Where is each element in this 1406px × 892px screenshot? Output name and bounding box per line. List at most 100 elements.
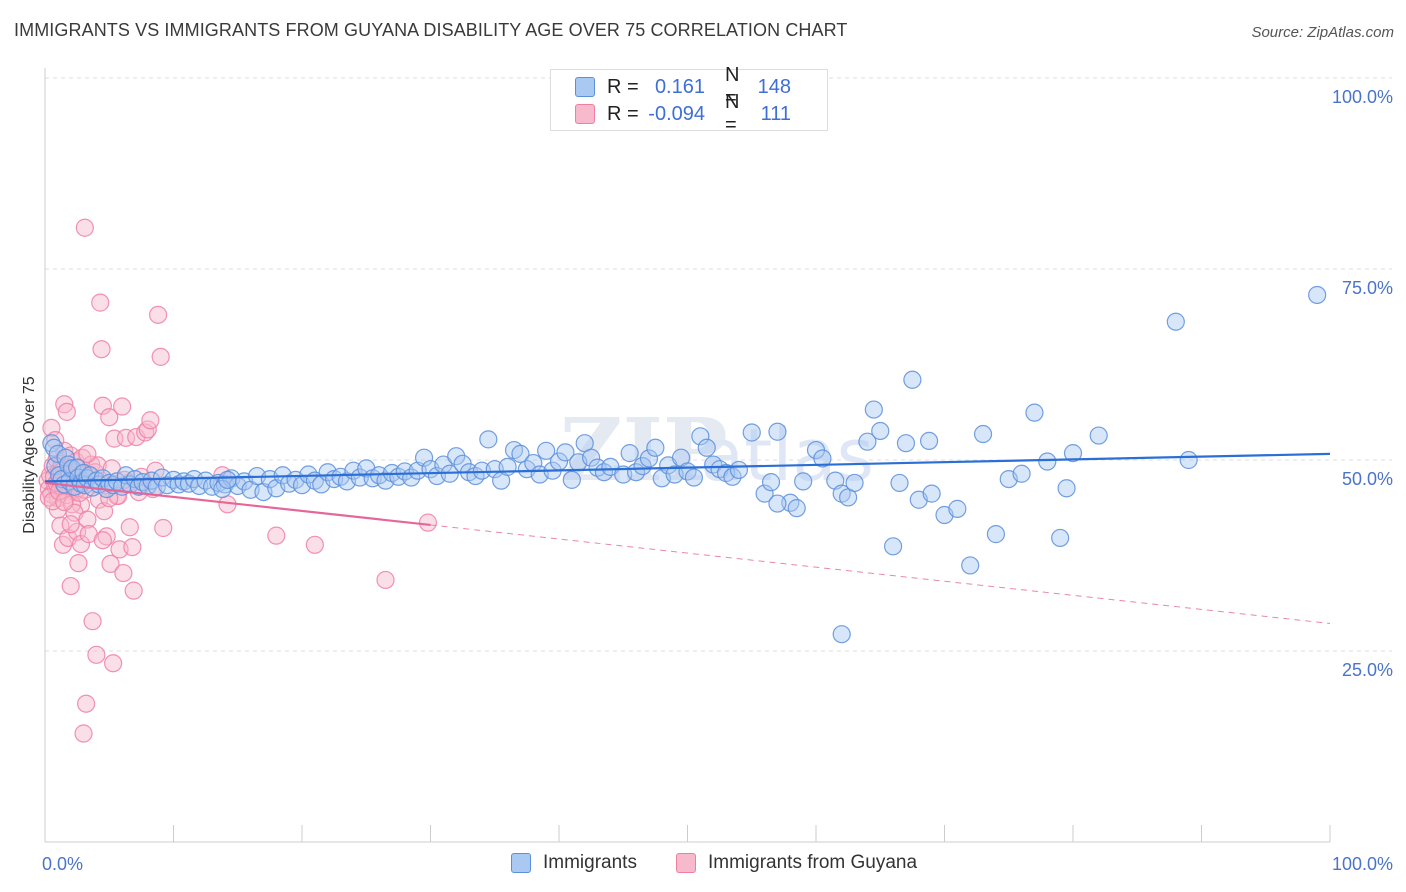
- guyana-point: [418, 513, 438, 532]
- immigrants-point: [896, 434, 916, 453]
- guyana-point: [78, 510, 97, 529]
- n-label: N =: [725, 91, 740, 136]
- immigrants-point: [1089, 426, 1108, 445]
- guyana-point: [77, 694, 96, 713]
- immigrants-point: [723, 467, 742, 486]
- guyana-point: [104, 654, 123, 673]
- guyana-point: [78, 444, 97, 463]
- immigrants-point: [768, 422, 787, 441]
- guyana-point: [148, 305, 168, 324]
- immigrants-point: [1063, 444, 1083, 463]
- legend-item-immigrants[interactable]: Immigrants: [511, 852, 637, 874]
- watermark-atlas-text: atlas: [700, 413, 874, 497]
- guyana-point: [83, 612, 102, 631]
- guyana-point: [100, 408, 119, 427]
- r-label: R =: [607, 102, 639, 125]
- immigrants-point: [498, 457, 517, 476]
- immigrants-point: [350, 468, 369, 487]
- immigrants-point: [961, 556, 980, 575]
- legend-row-guyana: R = -0.094 N = 111: [575, 91, 791, 136]
- guyana-point: [124, 581, 143, 600]
- guyana-point: [92, 340, 111, 359]
- guyana-point: [141, 411, 160, 430]
- guyana-point: [114, 563, 133, 583]
- immigrants-point: [582, 448, 601, 467]
- immigrants-point: [919, 431, 939, 450]
- guyana-point: [61, 515, 80, 534]
- immigrants-point: [890, 473, 909, 493]
- immigrants-point: [986, 525, 1006, 544]
- guyana-point: [101, 554, 120, 574]
- y-tick-label: 100.0%: [1332, 87, 1393, 107]
- guyana-point: [71, 534, 91, 554]
- n-value: 148: [757, 75, 791, 98]
- immigrants-point: [1025, 403, 1044, 422]
- immigrants-point: [871, 421, 890, 441]
- immigrants-point: [768, 494, 787, 513]
- immigrants-point: [948, 499, 967, 518]
- immigrants-point: [742, 423, 761, 442]
- immigrants-point: [794, 472, 813, 491]
- guyana-point: [93, 396, 112, 415]
- legend-item-label: Immigrants from Guyana: [708, 852, 918, 873]
- immigrants-point: [883, 537, 903, 556]
- guyana-point: [151, 347, 170, 366]
- legend-row-immigrants: R = 0.161 N = 148: [575, 64, 791, 109]
- n-value: 111: [760, 102, 791, 125]
- guyana-point: [91, 293, 110, 312]
- x-tick-label: 0.0%: [42, 854, 83, 874]
- legend-item-guyana[interactable]: Immigrants from Guyana: [676, 852, 917, 874]
- immigrants-point: [479, 430, 498, 449]
- immigrants-point: [922, 484, 941, 503]
- immigrants-point: [511, 444, 530, 463]
- immigrants-point: [973, 424, 993, 444]
- y-tick-label: 25.0%: [1342, 660, 1393, 680]
- r-label: R =: [607, 75, 639, 98]
- immigrants-point: [858, 432, 877, 451]
- immigrants-point: [761, 473, 781, 492]
- immigrants-trend-line: [44, 452, 1331, 483]
- y-tick-label: 75.0%: [1342, 278, 1393, 298]
- immigrants-point: [684, 468, 704, 487]
- immigrants-point: [1057, 479, 1076, 498]
- guyana-point: [376, 570, 395, 590]
- guyana-point: [116, 428, 136, 447]
- trend-lines: [44, 452, 1331, 624]
- series-legend: Immigrants Immigrants from Guyana: [0, 852, 1406, 878]
- guyana-trend-extension: [430, 524, 1331, 624]
- guyana-point: [74, 724, 93, 743]
- immigrants-point: [447, 447, 466, 466]
- immigrants-point: [1308, 285, 1327, 305]
- r-value: 0.161: [654, 75, 705, 98]
- immigrants-point: [414, 448, 434, 467]
- x-tick-label: 100.0%: [1332, 854, 1393, 874]
- immigrants-point: [213, 479, 232, 499]
- guyana-point: [93, 531, 112, 550]
- guyana-point: [305, 535, 324, 554]
- guyana-point: [120, 518, 139, 537]
- immigrants-point: [1051, 528, 1070, 548]
- immigrants-point: [864, 400, 883, 419]
- guyana-point: [55, 492, 74, 512]
- immigrants-point: [218, 470, 237, 489]
- immigrants-point: [903, 370, 922, 389]
- guyana-trend-line: [44, 481, 431, 527]
- immigrants-point: [646, 438, 665, 457]
- immigrants-swatch: [575, 77, 595, 97]
- immigrants-point: [813, 449, 832, 468]
- immigrants-point: [845, 473, 864, 493]
- legend-item-label: Immigrants: [543, 852, 637, 873]
- y-axis-label: Disability Age Over 75: [21, 376, 38, 534]
- immigrants-point: [729, 460, 749, 480]
- immigrants-swatch: [511, 853, 531, 873]
- immigrants-point: [537, 441, 556, 460]
- y-tick-label: 50.0%: [1342, 469, 1393, 489]
- guyana-swatch: [676, 853, 696, 873]
- guyana-point: [154, 518, 173, 538]
- tick-labels: 100.0% 75.0% 50.0% 25.0% 0.0% 100.0%: [42, 87, 1393, 874]
- immigrants-point: [1012, 464, 1031, 483]
- guyana-point: [87, 645, 106, 664]
- guyana-point: [267, 526, 286, 545]
- axes: [44, 68, 1331, 843]
